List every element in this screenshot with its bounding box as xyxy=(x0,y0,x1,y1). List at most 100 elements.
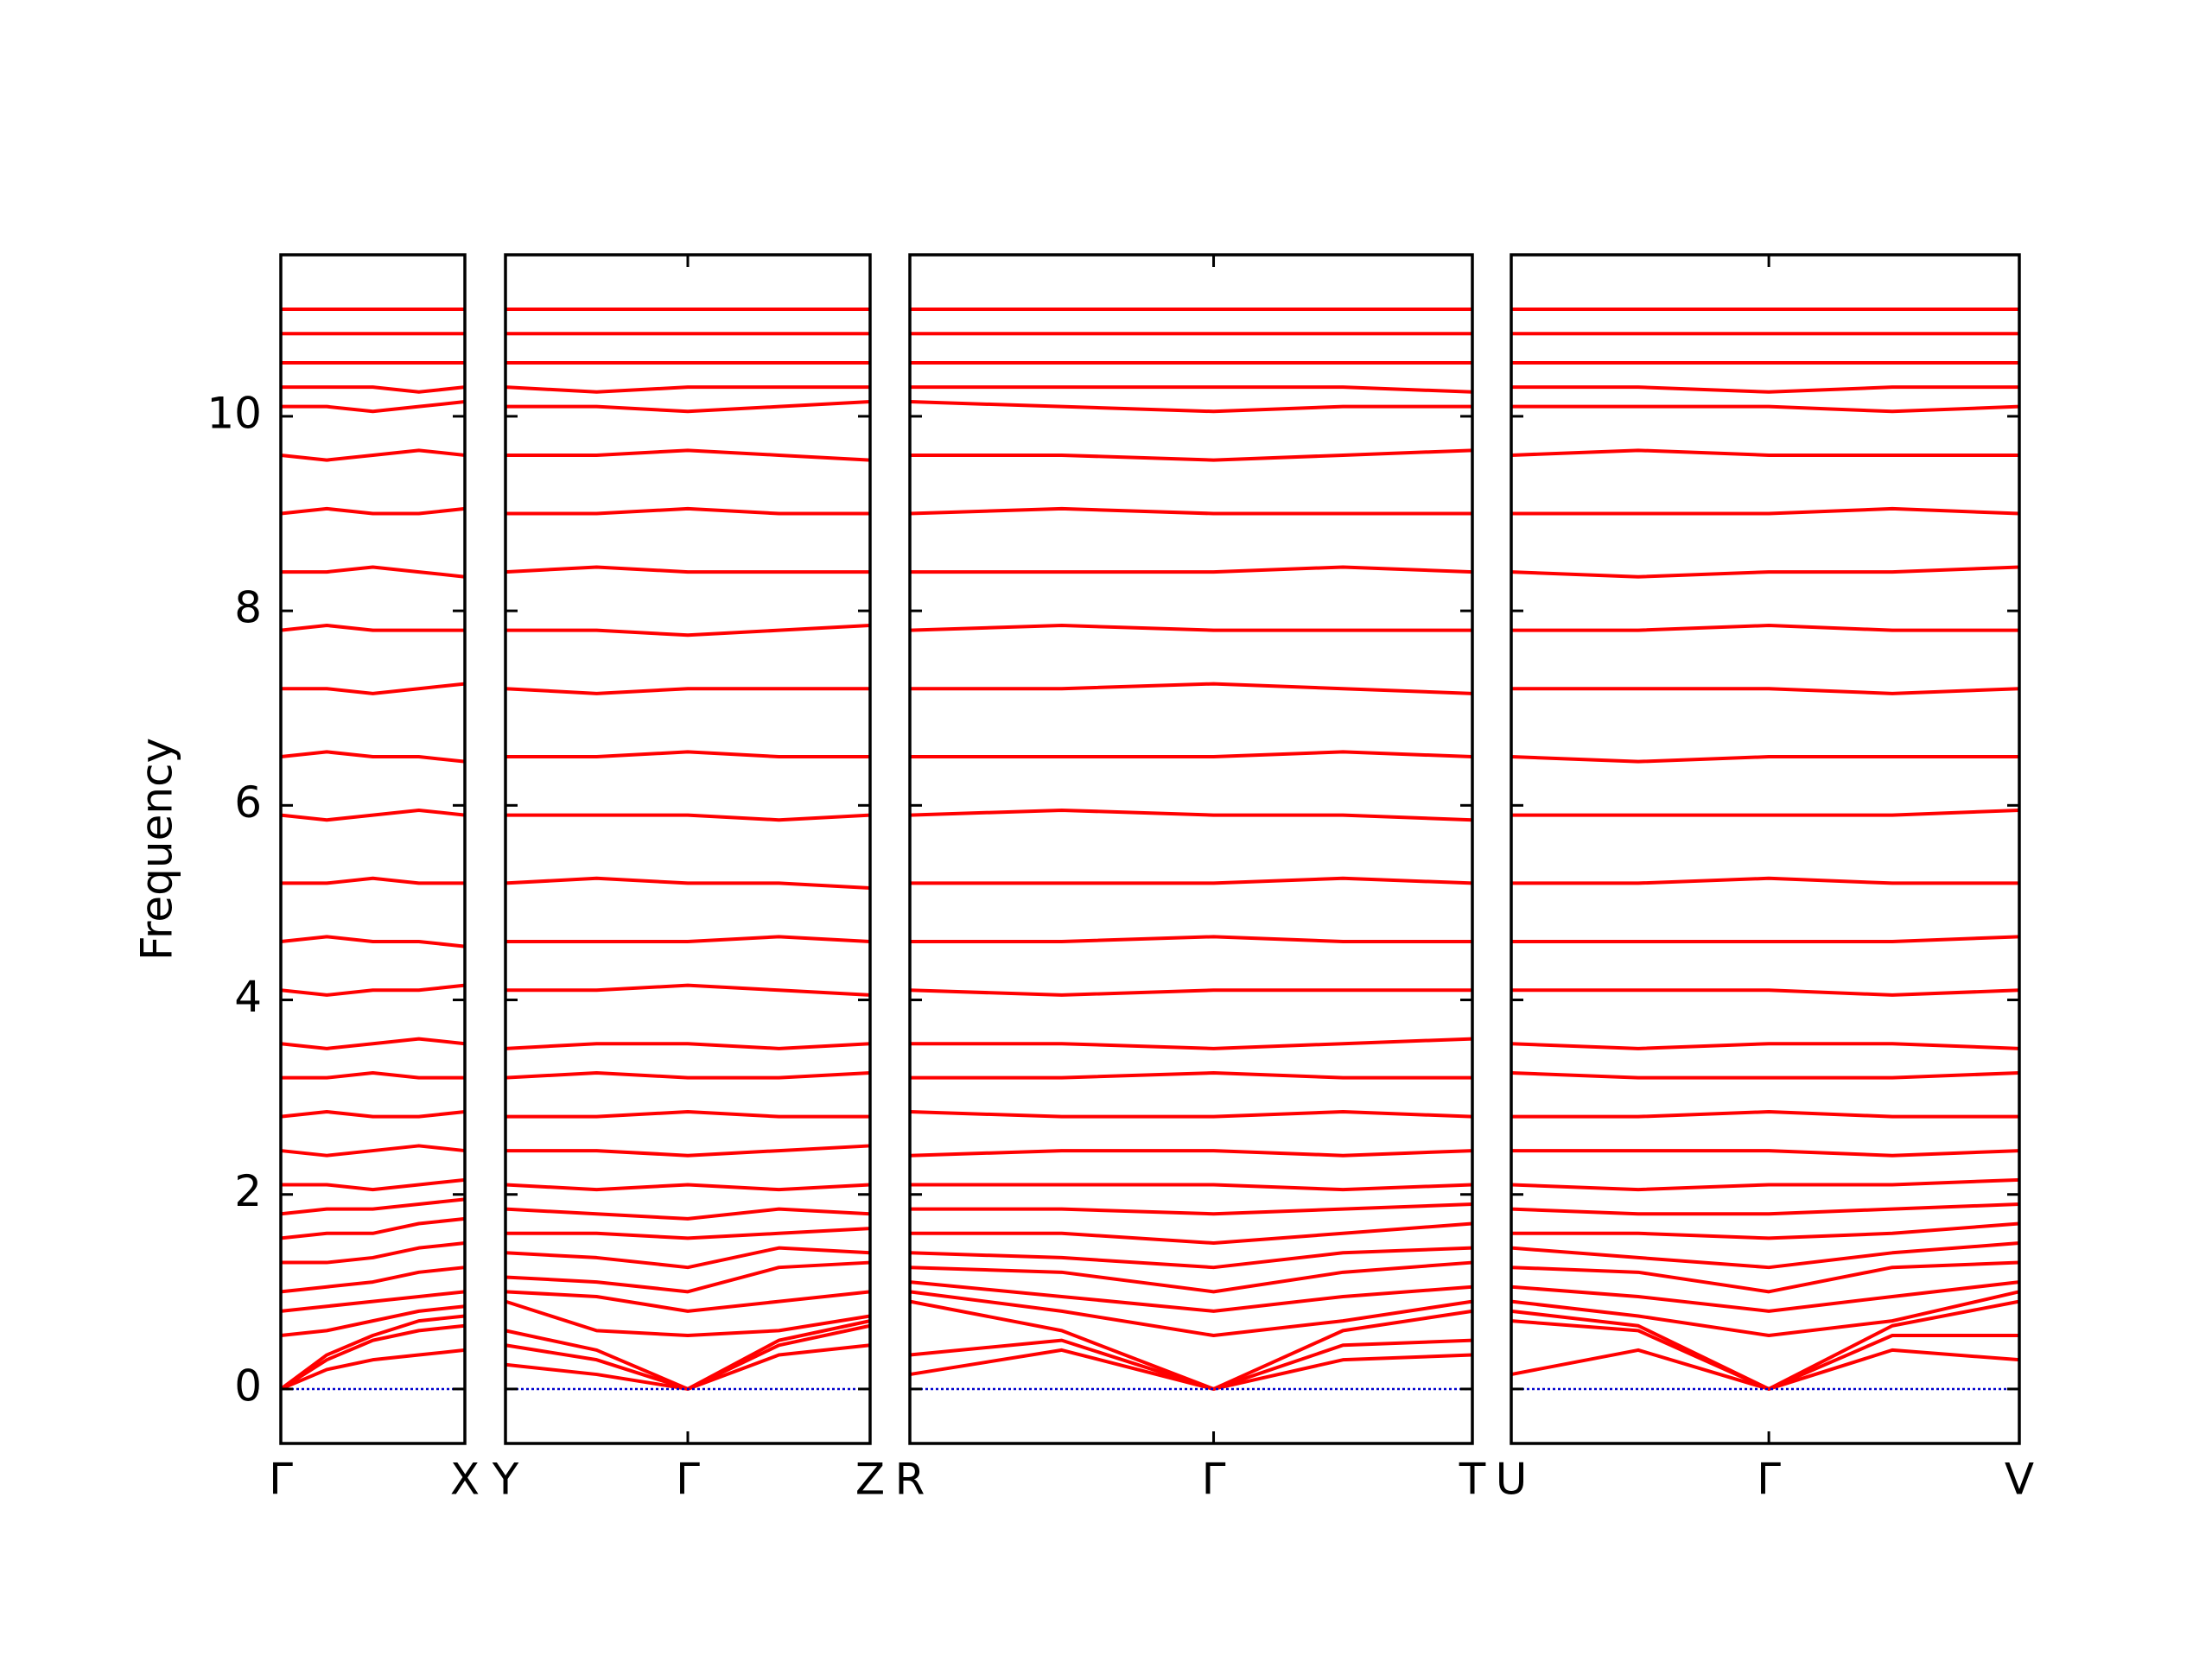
band-line xyxy=(1511,1110,2019,1119)
band-line xyxy=(505,1207,871,1221)
band-line xyxy=(910,876,1473,885)
band-line xyxy=(279,1314,466,1391)
band-line xyxy=(1511,385,2019,394)
band-line xyxy=(280,1348,466,1391)
y-tick-label: 2 xyxy=(234,1166,262,1216)
band-line xyxy=(1511,624,2019,632)
band-line xyxy=(1510,1241,2020,1270)
band-line xyxy=(280,935,466,948)
band-line xyxy=(1510,1070,2020,1080)
band-line xyxy=(1511,1221,2020,1240)
y-tick-label: 4 xyxy=(234,972,262,1022)
band-line xyxy=(1510,1299,2020,1391)
band-line xyxy=(505,750,870,759)
band-line xyxy=(1510,1042,2020,1050)
plot-frame xyxy=(1510,253,2021,1445)
band-line xyxy=(280,506,466,516)
band-line xyxy=(280,1266,466,1294)
band-line xyxy=(1511,687,2020,695)
band-line xyxy=(280,1037,466,1050)
band-line xyxy=(280,1216,466,1240)
band-line xyxy=(505,1183,871,1192)
x-tick-label: Z xyxy=(855,1455,885,1505)
band-line xyxy=(505,1343,871,1391)
band-line xyxy=(1510,1177,2020,1192)
x-tick-label: T xyxy=(1459,1455,1486,1505)
x-tick-label: Γ xyxy=(676,1455,700,1505)
band-line xyxy=(909,808,1473,822)
band-line xyxy=(1510,1290,2020,1338)
band-line xyxy=(281,1241,466,1265)
band-line xyxy=(505,1227,871,1240)
band-line xyxy=(910,1202,1473,1216)
y-tick-label: 0 xyxy=(234,1361,262,1411)
band-line xyxy=(505,1070,871,1080)
band-line xyxy=(280,448,466,462)
band-line xyxy=(280,624,465,632)
band-line xyxy=(281,1177,466,1192)
band-line xyxy=(505,400,871,414)
band-line xyxy=(505,813,871,822)
band-line xyxy=(505,506,870,516)
band-line xyxy=(279,1323,466,1391)
y-tick-label: 8 xyxy=(234,583,262,633)
band-line xyxy=(505,1299,871,1338)
x-tick-label: U xyxy=(1496,1455,1528,1505)
y-tick-label: 10 xyxy=(207,388,262,438)
band-line xyxy=(281,1070,465,1080)
band-line xyxy=(280,1304,466,1338)
band-line xyxy=(505,448,871,462)
band-line xyxy=(505,687,870,695)
band-line xyxy=(910,1221,1473,1246)
band-line xyxy=(505,1246,871,1270)
band-line xyxy=(505,565,870,574)
band-line xyxy=(281,385,466,394)
band-line xyxy=(909,1290,1473,1338)
band-line xyxy=(1510,1260,2020,1294)
x-tick-label: V xyxy=(2005,1455,2034,1505)
x-tick-label: Γ xyxy=(1202,1455,1226,1505)
band-line xyxy=(1511,404,2020,414)
band-line xyxy=(1511,1149,2020,1158)
band-line xyxy=(280,1290,466,1313)
band-line xyxy=(909,988,1472,997)
band-line xyxy=(1511,988,2020,997)
band-line xyxy=(281,876,465,885)
band-line xyxy=(505,1144,871,1158)
x-tick-label: R xyxy=(895,1455,925,1505)
band-line xyxy=(909,1110,1473,1119)
band-line xyxy=(505,983,871,997)
band-line xyxy=(910,565,1473,574)
y-axis-label: Frequency xyxy=(132,738,182,961)
band-line xyxy=(910,682,1473,695)
band-line xyxy=(505,1260,871,1294)
band-line xyxy=(910,935,1472,943)
band-line xyxy=(910,1183,1473,1192)
band-line xyxy=(909,1246,1473,1270)
band-line xyxy=(505,1290,871,1313)
band-line xyxy=(281,682,466,695)
band-line xyxy=(910,1070,1472,1080)
band-line xyxy=(1510,565,2020,579)
x-tick-label: Y xyxy=(492,1455,519,1505)
band-line xyxy=(1511,808,2020,817)
band-line xyxy=(505,935,871,943)
band-line xyxy=(909,400,1472,414)
band-line xyxy=(1511,935,2020,943)
band-line xyxy=(1510,1348,2020,1391)
band-line xyxy=(909,1260,1473,1294)
band-line xyxy=(281,400,466,414)
plot-frame xyxy=(908,253,1474,1445)
x-tick-label: Γ xyxy=(269,1455,293,1505)
band-line xyxy=(1510,1280,2020,1313)
band-line xyxy=(280,1197,466,1216)
band-line xyxy=(505,1042,871,1050)
plot-frame xyxy=(279,253,467,1445)
band-line xyxy=(909,1299,1473,1391)
band-line xyxy=(505,1110,870,1119)
y-tick-label: 6 xyxy=(234,777,262,828)
band-line xyxy=(1510,755,2019,764)
band-line xyxy=(1510,448,2019,457)
